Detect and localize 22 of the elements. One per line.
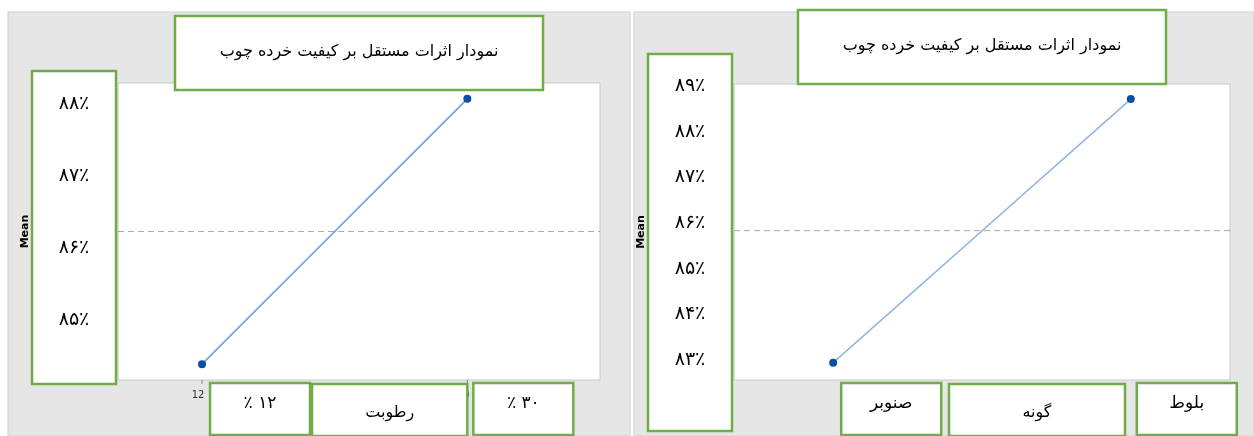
chart-title: نمودار اثرات مستقل بر کیفیت خرده چوب — [219, 41, 499, 61]
y-tick-label: ۸۴٪ — [674, 301, 706, 324]
y-tick-label: ۸۵٪ — [674, 255, 706, 278]
x-tick-label: 12 — [191, 389, 205, 400]
y-tick-label: ۸۸٪ — [58, 90, 90, 113]
y-tick-label: ۸۹٪ — [674, 73, 706, 95]
y-tick-label: ۸۷٪ — [674, 164, 706, 187]
y-tick-label: ۸۶٪ — [674, 210, 706, 233]
x-tick-label: صنوبر — [868, 392, 913, 412]
chart-title: نمودار اثرات مستقل بر کیفیت خرده چوب — [842, 35, 1122, 55]
y-tick-label: ۸۸٪ — [674, 118, 706, 141]
y-tick-label: ۸۳٪ — [674, 347, 706, 370]
x-tick-label: بلوط — [1169, 392, 1205, 412]
x-axis-title: گونه — [1022, 402, 1052, 422]
y-tick-label: ۸۶٪ — [58, 234, 90, 257]
text: ٪ ۱۲ — [243, 392, 277, 412]
y-axis-title: Mean — [634, 215, 647, 249]
y-tick-label: ۸۵٪ — [58, 307, 90, 329]
y-axis-title: Mean — [18, 214, 31, 249]
text: ٪ ۳۰ — [506, 392, 540, 412]
x-axis-title: رطوبت — [365, 402, 415, 422]
y-tick-label: ۸۷٪ — [58, 162, 90, 185]
